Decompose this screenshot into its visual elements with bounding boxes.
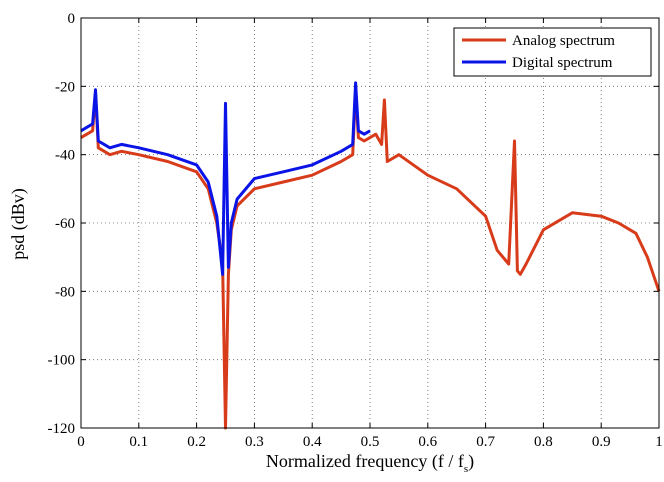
- legend-label-digital: Digital spectrum: [512, 55, 613, 71]
- x-tick-label: 0.2: [187, 434, 206, 450]
- y-axis-label: psd (dBv): [8, 188, 29, 260]
- grid: [81, 18, 659, 428]
- y-tick-label: -60: [55, 216, 75, 232]
- series-layer: [80, 81, 661, 430]
- series-analog-line: [80, 88, 661, 430]
- x-tick-label: 0.9: [592, 434, 611, 450]
- x-tick-label: 0.3: [245, 434, 264, 450]
- x-tick-label: 0.7: [476, 434, 495, 450]
- x-tick-label: 0.8: [534, 434, 553, 450]
- x-axis-label-main: Normalized frequency (f / f: [266, 451, 464, 472]
- y-tick-label: -20: [55, 79, 75, 95]
- y-tick-label: -100: [48, 353, 76, 369]
- x-tick-label: 0.6: [418, 434, 437, 450]
- x-axis-label-subscript: s: [464, 463, 468, 475]
- legend: Analog spectrum Digital spectrum: [453, 27, 652, 77]
- y-tick-label: -40: [55, 148, 75, 164]
- series-digital-line: [80, 81, 371, 276]
- x-tick-label: 0.4: [303, 434, 322, 450]
- x-axis-label: Normalized frequency (f / fs): [266, 451, 474, 475]
- y-tick-label: 0: [68, 11, 76, 27]
- x-tick-label: 0.5: [361, 434, 380, 450]
- legend-label-analog: Analog spectrum: [512, 33, 615, 49]
- x-tick-label: 0: [77, 434, 85, 450]
- legend-box: [453, 27, 652, 77]
- x-tick-label: 1: [655, 434, 663, 450]
- x-tick-label: 0.1: [129, 434, 148, 450]
- x-axis-label-close: ): [468, 451, 474, 472]
- ticks: 0 0.1 0.2 0.3 0.4 0.5 0.6 0.7 0.8 0.9 1 0 -20 -40 -60 -…: [48, 11, 663, 450]
- y-tick-label: -80: [55, 284, 75, 300]
- y-tick-label: -120: [48, 421, 76, 437]
